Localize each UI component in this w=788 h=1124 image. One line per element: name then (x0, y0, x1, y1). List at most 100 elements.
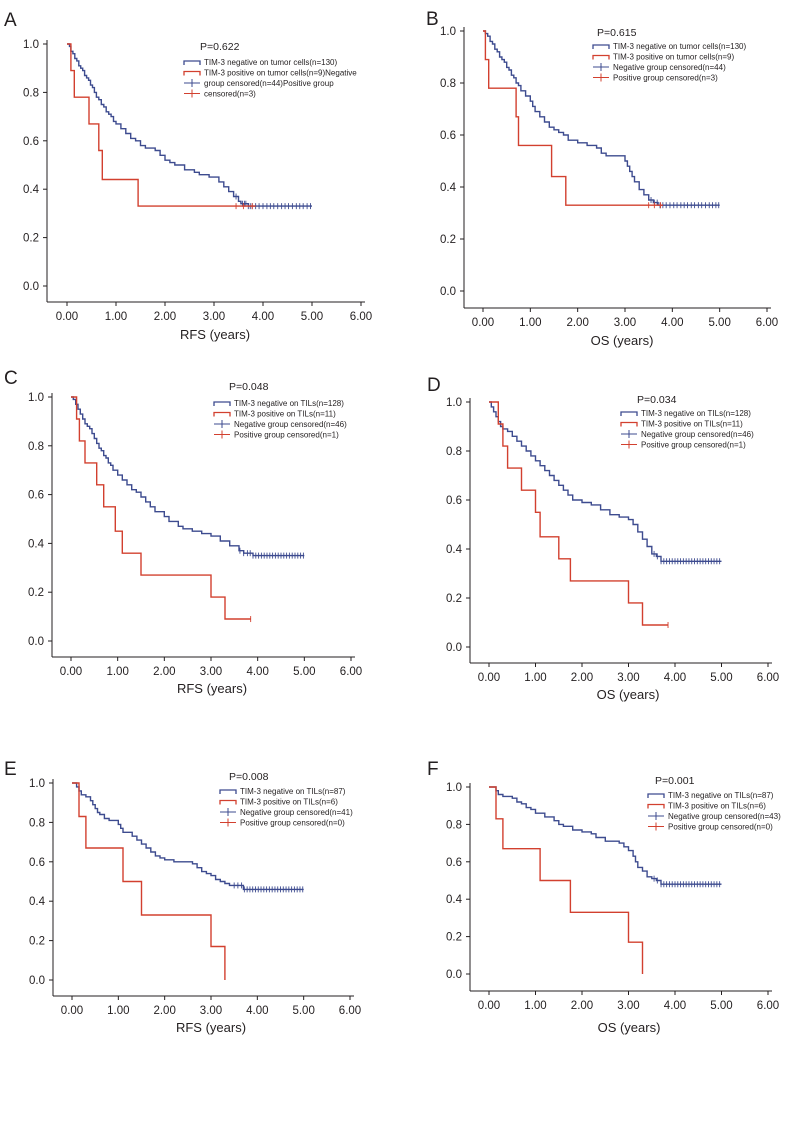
legend-label: TIM-3 negative on tumor cells(n=130) (204, 58, 338, 67)
legend-label: Negative group censored(n=44) (613, 63, 726, 72)
legend-label: Positive group censored(n=0) (668, 823, 773, 832)
panel-letter: F (427, 759, 439, 780)
x-tick-label: 3.00 (200, 1005, 222, 1017)
legend-label: Positive group censored(n=3) (613, 74, 718, 83)
km-curve-positive (483, 30, 663, 206)
panel-letter: D (427, 375, 441, 396)
x-tick-label: 0.00 (61, 1005, 83, 1017)
x-axis-label: OS (years) (597, 687, 660, 702)
y-tick-label: 0.8 (28, 441, 44, 453)
legend-step-swatch (213, 411, 231, 417)
y-tick-label: 0.0 (23, 281, 39, 293)
x-tick-label: 6.00 (757, 1000, 779, 1012)
y-tick-label: 0.6 (446, 495, 462, 507)
p-value: P=0.008 (229, 771, 269, 783)
legend-step-swatch (219, 799, 237, 805)
y-tick-label: 0.2 (23, 233, 39, 245)
legend-step-swatch (647, 793, 665, 798)
x-tick-label: 1.00 (105, 311, 127, 323)
x-tick-label: 4.00 (664, 672, 686, 684)
km-curve-positive (67, 43, 256, 207)
legend-label: TIM-3 positive on TILs(n=11) (641, 420, 743, 429)
y-tick-label: 0.6 (23, 136, 39, 148)
legend-step-swatch (620, 421, 638, 427)
x-tick-label: 6.00 (339, 1005, 361, 1017)
p-value: P=0.034 (637, 394, 677, 406)
x-tick-label: 3.00 (617, 1000, 639, 1012)
x-tick-label: 5.00 (301, 311, 323, 323)
x-axis-label: RFS (years) (176, 1020, 246, 1035)
y-tick-label: 0.6 (440, 130, 456, 142)
km-curve-negative (67, 43, 312, 207)
y-tick-label: 0.6 (446, 857, 462, 869)
legend-label: TIM-3 negative on TILs(n=128) (641, 409, 751, 418)
x-tick-label: 4.00 (246, 1005, 268, 1017)
panel-d: 0.0 0.2 0.4 0.6 0.8 1.0 0.00 1.00 2.00 3.00 4.00 5.… (427, 375, 779, 702)
panel-f: 0.0 0.2 0.4 0.6 0.8 1.0 0.00 1.00 2.00 3.00 4.00 5.… (427, 759, 781, 1035)
y-tick-label: 0.4 (23, 184, 40, 196)
km-curve-negative (72, 782, 304, 891)
km-curve-positive (489, 401, 668, 626)
legend-label: TIM-3 negative on TILs(n=87) (240, 787, 346, 796)
y-tick-label: 1.0 (440, 26, 456, 38)
y-tick-label: 0.8 (23, 87, 39, 99)
y-tick-label: 0.0 (440, 286, 456, 298)
x-axis-label: OS (years) (598, 1020, 661, 1035)
legend-step-swatch (213, 401, 231, 406)
km-curve-negative (71, 396, 305, 557)
x-tick-label: 2.00 (571, 1000, 593, 1012)
legend-label: Positive group censored(n=1) (641, 441, 746, 450)
legend-label: Negative group censored(n=46) (641, 430, 754, 439)
legend-censor-swatch (220, 808, 236, 816)
x-tick-label: 3.00 (617, 672, 639, 684)
x-tick-label: 4.00 (252, 311, 274, 323)
x-tick-label: 5.00 (710, 672, 732, 684)
panel-a: 0.0 0.2 0.4 0.6 0.8 1.0 0.00 1.00 2.00 3.00 4.00 5.… (4, 10, 372, 342)
legend-label: TIM-3 positive on TILs(n=6) (668, 802, 766, 811)
x-tick-label: 5.00 (708, 317, 730, 329)
x-tick-label: 1.00 (107, 1005, 129, 1017)
x-tick-label: 1.00 (524, 1000, 546, 1012)
y-tick-label: 0.8 (29, 817, 45, 829)
x-tick-label: 3.00 (614, 317, 636, 329)
x-tick-label: 6.00 (340, 666, 362, 678)
y-tick-label: 0.6 (29, 857, 45, 869)
legend-step-swatch (647, 803, 665, 809)
y-tick-label: 0.2 (29, 936, 45, 948)
legend-step-swatch (620, 411, 638, 416)
y-tick-label: 0.8 (446, 819, 462, 831)
x-tick-label: 1.00 (106, 666, 128, 678)
panel-letter: A (4, 10, 17, 31)
x-tick-label: 2.00 (154, 311, 176, 323)
y-tick-label: 0.2 (446, 932, 462, 944)
x-tick-label: 0.00 (478, 672, 500, 684)
legend-step-swatch (183, 60, 201, 65)
y-tick-label: 0.4 (446, 544, 463, 556)
legend-label: TIM-3 negative on tumor cells(n=130) (613, 42, 747, 51)
km-curve-positive (72, 782, 226, 980)
legend-label: Negative group censored(n=41) (240, 808, 353, 817)
y-tick-label: 0.8 (446, 446, 462, 458)
legend-label: censored(n=3) (204, 90, 256, 99)
legend-censor-swatch (184, 89, 200, 98)
y-tick-label: 1.0 (23, 39, 39, 51)
legend-censor-swatch (214, 430, 230, 439)
km-curve-positive (71, 396, 251, 620)
y-tick-label: 0.0 (446, 969, 462, 981)
legend-censor-swatch (621, 430, 637, 438)
p-value: P=0.622 (200, 41, 240, 53)
x-axis-label: RFS (years) (180, 327, 250, 342)
legend-censor-swatch (593, 73, 609, 82)
legend-label: Positive group censored(n=1) (234, 431, 339, 440)
x-tick-label: 4.00 (246, 666, 268, 678)
y-tick-label: 1.0 (28, 392, 44, 404)
y-tick-label: 1.0 (446, 782, 462, 794)
x-tick-label: 4.00 (661, 317, 683, 329)
y-tick-label: 0.0 (28, 636, 44, 648)
legend-label: TIM-3 positive on tumor cells(n=9) (613, 53, 734, 62)
legend-step-swatch (592, 54, 610, 60)
legend-label: TIM-3 negative on TILs(n=87) (668, 791, 774, 800)
y-tick-label: 0.4 (446, 894, 463, 906)
panel-letter: E (4, 759, 17, 780)
